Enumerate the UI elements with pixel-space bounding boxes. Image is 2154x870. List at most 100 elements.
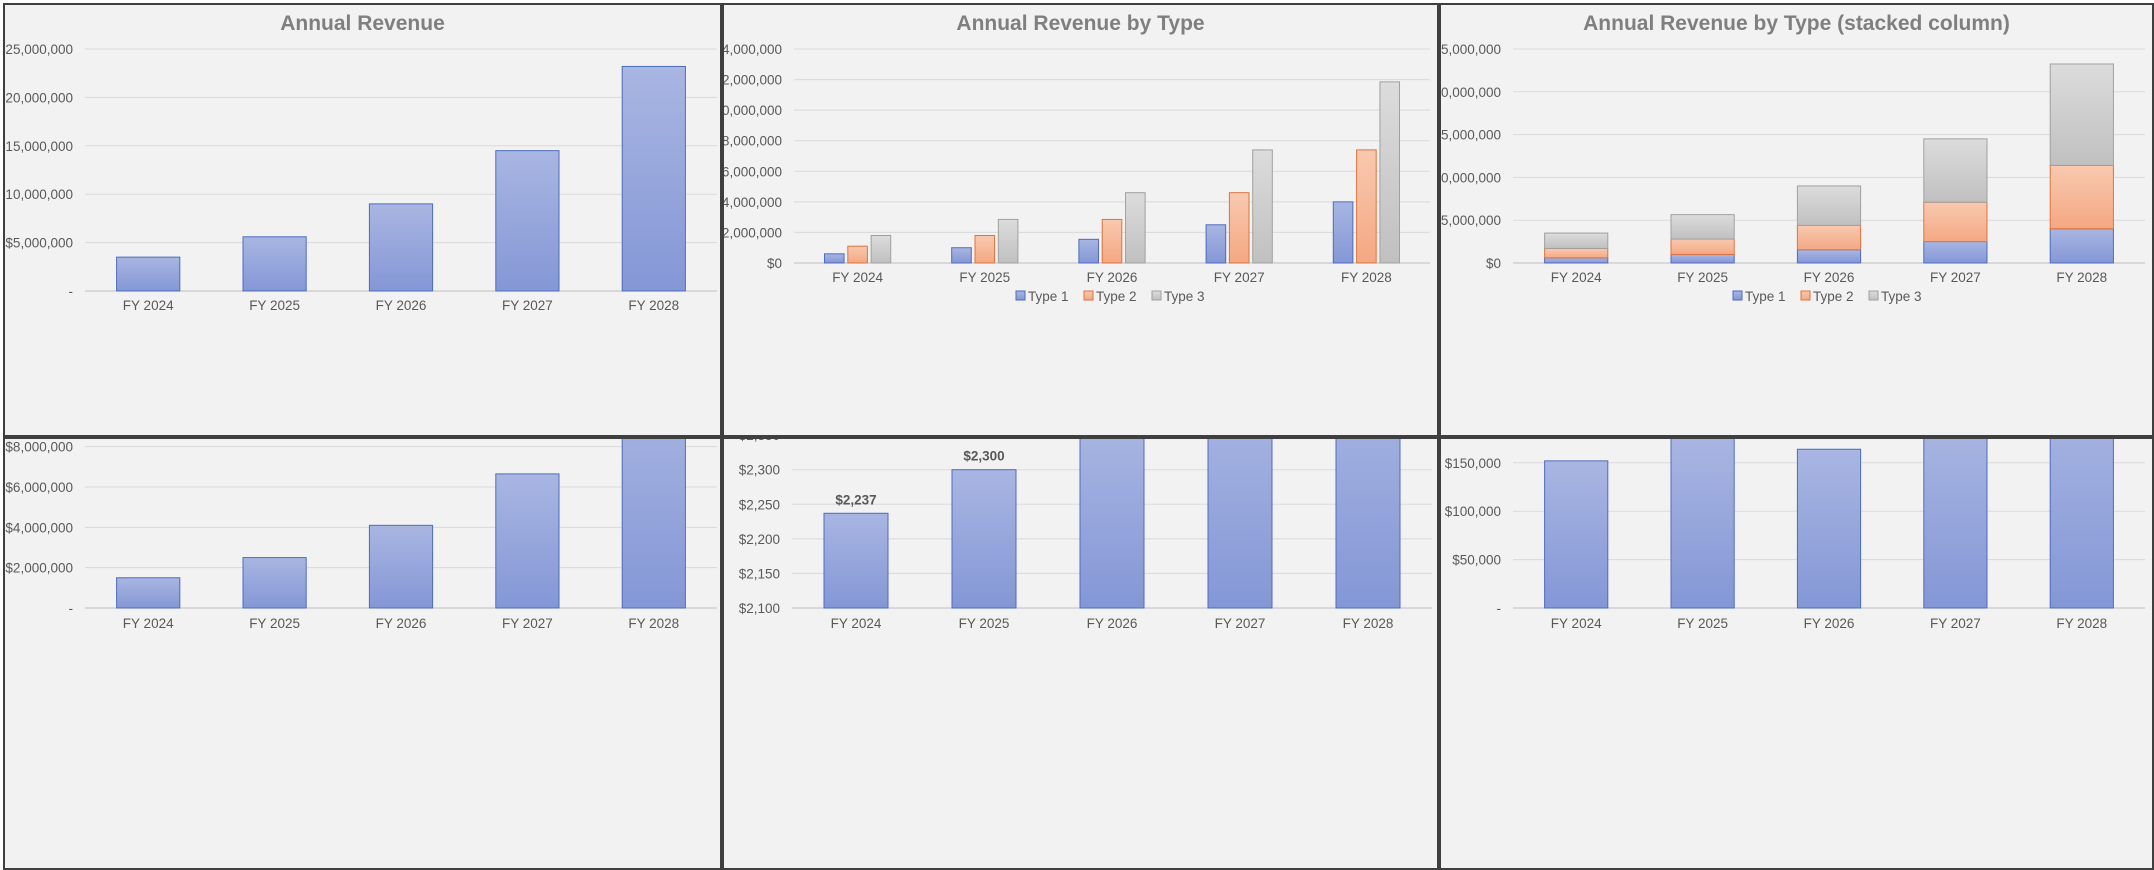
bar-type-3: [1379, 81, 1401, 264]
x-tick-label: FY 2026: [1087, 270, 1138, 285]
x-tick-label: FY 2025: [249, 298, 300, 313]
x-tick-label: FY 2026: [376, 298, 427, 313]
x-tick-label: FY 2026: [376, 616, 427, 631]
legend-swatch: [1868, 290, 1879, 301]
chart-svg: Average EBITDA per Delivery$2,100$2,150$…: [739, 439, 1432, 631]
legend-label: Type 1: [1745, 289, 1786, 304]
x-tick-label: FY 2024: [123, 616, 174, 631]
chart-svg: Annual Revenue by Type (stacked column) $…: [1441, 12, 2145, 304]
legend-label: Type 2: [1096, 289, 1137, 304]
x-tick-label: FY 2027: [1930, 270, 1981, 285]
bar-type-2: [1228, 192, 1250, 264]
bar: [1079, 439, 1145, 609]
bar: [495, 150, 560, 292]
y-tick-label: $100,000: [1445, 504, 1501, 519]
bar: [368, 203, 434, 292]
bar-type-2: [1356, 149, 1377, 264]
x-tick-label: FY 2025: [1677, 616, 1728, 631]
x-tick-label: FY 2025: [1677, 270, 1728, 285]
bar: [242, 236, 307, 292]
bar-type-2: [1923, 201, 1988, 243]
chart-svg: Annual Revenue by Type $0 $2,000,000 $4,000…: [724, 12, 1430, 304]
y-tick-label: $12,000,000: [724, 73, 782, 88]
legend-swatch: [1151, 290, 1162, 301]
bar-type-1: [1544, 257, 1609, 264]
chart-panel-annual-ebitda: Annual EBITDA-$2,000,000$4,000,000$6,000…: [3, 437, 722, 870]
bar-type-3: [1670, 214, 1735, 240]
x-tick-label: FY 2024: [832, 270, 883, 285]
bar-type-2: [1796, 224, 1862, 251]
y-tick-label: $2,300: [739, 463, 780, 478]
x-tick-label: FY 2026: [1804, 270, 1855, 285]
chart-panel-annual-revenue-by-type-stacked: Annual Revenue by Type (stacked column) $…: [1439, 3, 2154, 437]
x-tick-label: FY 2028: [2056, 616, 2107, 631]
bar: [116, 577, 181, 609]
x-tick-label: FY 2025: [959, 270, 1010, 285]
y-tick-label: $8,000,000: [5, 440, 73, 455]
bar-type-3: [2049, 63, 2114, 166]
legend-label: Type 1: [1028, 289, 1069, 304]
bar: [1544, 460, 1609, 609]
x-tick-label: FY 2027: [502, 298, 553, 313]
chart-title: Annual Revenue by Type (stacked column): [1583, 12, 2010, 35]
chart-title: Annual Revenue: [280, 12, 445, 35]
bar: [368, 524, 434, 609]
chart-panel-annual-revenue-by-type: Annual Revenue by Type $0 $2,000,000 $4,000…: [722, 3, 1439, 437]
bar: [1796, 448, 1862, 609]
y-tick-label: $0: [767, 256, 782, 271]
chart-panel-average-ebitda-per-delivery: Average EBITDA per Delivery$2,100$2,150$…: [722, 437, 1439, 870]
data-label: $2,237: [835, 492, 876, 507]
x-tick-label: FY 2024: [123, 298, 174, 313]
y-tick-label: $10,000,000: [5, 187, 73, 202]
bar: [951, 469, 1017, 609]
y-tick-label: $20,000,000: [5, 90, 73, 105]
x-tick-label: FY 2026: [1087, 616, 1138, 631]
bar: [495, 473, 560, 609]
y-tick-label: $0: [1486, 256, 1501, 271]
x-tick-label: FY 2025: [249, 616, 300, 631]
legend-swatch: [1083, 290, 1094, 301]
bar-type-2: [1670, 238, 1735, 255]
bar-type-1: [1670, 253, 1735, 264]
x-tick-label: FY 2028: [1341, 270, 1392, 285]
y-tick-label: $2,150: [739, 566, 780, 581]
y-tick-label: $6,000,000: [5, 480, 73, 495]
legend-label: Type 3: [1881, 289, 1922, 304]
x-tick-label: FY 2027: [1930, 616, 1981, 631]
bar-type-2: [1101, 218, 1123, 264]
bar-type-3: [1544, 232, 1609, 249]
x-tick-label: FY 2024: [1551, 616, 1602, 631]
bar: [1335, 439, 1401, 609]
y-tick-label: $10,000,000: [1441, 170, 1501, 185]
bar-type-3: [1923, 138, 1988, 203]
bar-type-1: [1205, 224, 1227, 264]
bar: [1207, 439, 1273, 609]
bar: [2049, 439, 2114, 609]
bar-type-3: [1252, 149, 1273, 264]
y-tick-label: -: [69, 284, 74, 299]
x-tick-label: FY 2027: [1214, 270, 1265, 285]
bar-type-1: [823, 253, 845, 264]
legend-label: Type 2: [1813, 289, 1854, 304]
bar-type-3: [1125, 192, 1146, 264]
bar-type-2: [847, 245, 868, 264]
y-tick-label: $5,000,000: [1441, 213, 1501, 228]
bar: [621, 65, 686, 292]
y-tick-label: $4,000,000: [5, 520, 73, 535]
x-tick-label: FY 2026: [1804, 616, 1855, 631]
bar-type-3: [870, 234, 892, 264]
y-tick-label: $15,000,000: [1441, 128, 1501, 143]
x-tick-label: FY 2028: [628, 616, 679, 631]
y-tick-label: $50,000: [1452, 553, 1501, 568]
legend-swatch: [1015, 290, 1026, 301]
bar: [116, 256, 181, 292]
y-tick-label: $6,000,000: [724, 164, 782, 179]
x-tick-label: FY 2028: [2056, 270, 2107, 285]
y-tick-label: $15,000,000: [5, 139, 73, 154]
y-tick-label: $2,000,000: [724, 225, 782, 240]
x-tick-label: FY 2024: [831, 616, 882, 631]
bar: [823, 512, 889, 609]
y-tick-label: -: [69, 601, 74, 616]
x-tick-label: FY 2028: [1343, 616, 1394, 631]
x-tick-label: FY 2025: [959, 616, 1010, 631]
